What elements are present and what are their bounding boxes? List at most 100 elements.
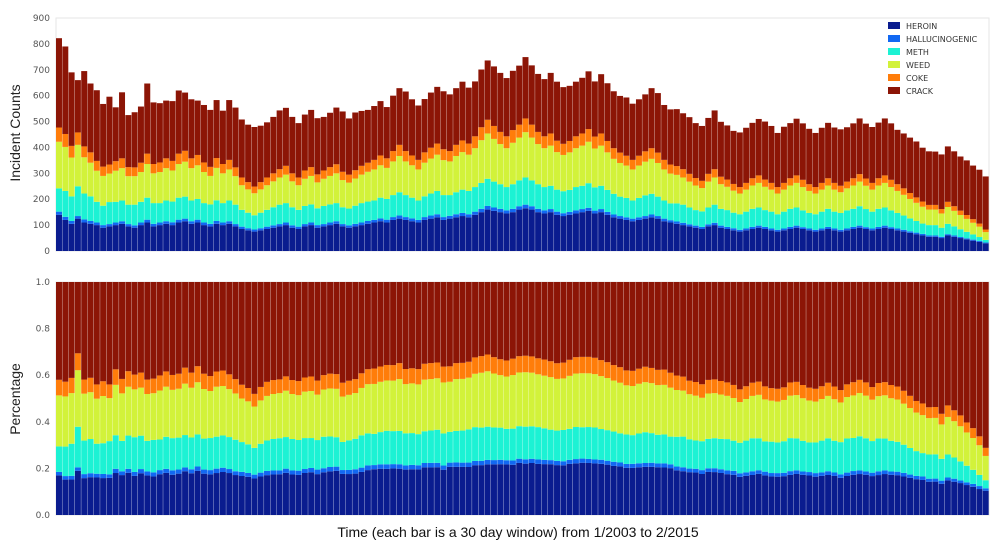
bar-segment-meth xyxy=(711,204,718,223)
bar-segment-pct-heroin xyxy=(119,475,126,515)
bar-segment-pct-hallucinogenic xyxy=(453,462,460,467)
bar-segment-pct-crack xyxy=(459,282,466,363)
bar-segment-pct-hallucinogenic xyxy=(213,468,220,474)
bar-segment-pct-heroin xyxy=(982,490,989,515)
bar-segment-pct-weed xyxy=(301,391,308,439)
bar-segment-weed xyxy=(724,186,731,211)
bar-segment-pct-heroin xyxy=(383,468,390,515)
bar-segment-heroin xyxy=(150,226,157,251)
bar-segment-pct-meth xyxy=(270,438,277,471)
bar-segment-heroin xyxy=(963,239,970,251)
bar-segment-crack xyxy=(591,81,598,137)
bar-segment-crack xyxy=(257,125,264,183)
bar-segment-heroin xyxy=(509,212,516,251)
bar-segment-pct-hallucinogenic xyxy=(598,459,605,464)
bar-segment-coke xyxy=(415,159,422,170)
bar-segment-pct-crack xyxy=(831,282,838,387)
bar-segment-weed xyxy=(925,209,932,226)
bar-segment-heroin xyxy=(453,217,460,251)
bar-segment-pct-coke xyxy=(282,376,289,391)
bar-segment-heroin xyxy=(862,228,869,251)
bar-segment-coke xyxy=(333,164,340,174)
bar-segment-pct-meth xyxy=(654,434,661,464)
bar-segment-pct-hallucinogenic xyxy=(617,462,624,467)
bar-segment-meth xyxy=(137,201,144,223)
bar-segment-meth xyxy=(308,204,315,223)
bar-segment-pct-crack xyxy=(226,282,233,375)
bar-segment-heroin xyxy=(610,217,617,251)
bar-segment-meth xyxy=(881,207,888,226)
bar-segment-heroin xyxy=(780,230,787,251)
bar-segment-heroin xyxy=(907,232,914,251)
bar-segment-pct-weed xyxy=(345,394,352,441)
bar-segment-crack xyxy=(560,87,567,144)
bar-segment-pct-hallucinogenic xyxy=(907,474,914,478)
bar-segment-coke xyxy=(970,219,977,223)
bar-segment-pct-coke xyxy=(888,385,895,399)
bar-segment-crack xyxy=(219,110,226,165)
bar-segment-pct-coke xyxy=(572,357,579,374)
bar-segment-hallucinogenic xyxy=(736,229,743,232)
bar-segment-pct-hallucinogenic xyxy=(68,475,75,480)
bar-segment-pct-crack xyxy=(112,282,119,370)
bar-segment-pct-crack xyxy=(673,282,680,376)
bar-segment-pct-weed xyxy=(245,401,252,445)
bar-segment-pct-crack xyxy=(409,282,416,369)
bar-segment-pct-hallucinogenic xyxy=(125,468,132,473)
bar-segment-pct-coke xyxy=(333,374,340,389)
bar-segment-pct-meth xyxy=(711,438,718,469)
bar-segment-coke xyxy=(509,130,516,143)
bar-segment-pct-heroin xyxy=(93,477,100,515)
bar-segment-pct-weed xyxy=(352,393,359,439)
bar-segment-heroin xyxy=(900,231,907,251)
bar-segment-coke xyxy=(692,177,699,186)
legend-swatch-meth xyxy=(888,48,900,55)
bar-segment-coke xyxy=(844,181,850,189)
bar-segment-pct-crack xyxy=(175,282,182,374)
bar-segment-hallucinogenic xyxy=(957,237,964,239)
bar-segment-pct-crack xyxy=(301,282,308,378)
bar-segment-meth xyxy=(497,184,504,209)
bar-segment-weed xyxy=(251,193,258,216)
chart-top: Incident Counts 010020030040050060070080… xyxy=(7,14,990,257)
bar-segment-weed xyxy=(944,206,951,224)
bar-segment-pct-hallucinogenic xyxy=(743,472,750,476)
bar-segment-pct-hallucinogenic xyxy=(232,471,239,476)
bar-segment-weed xyxy=(213,167,220,201)
bar-segment-weed xyxy=(730,190,737,213)
bar-segment-heroin xyxy=(881,227,888,251)
bar-segment-weed xyxy=(289,181,296,208)
bar-segment-hallucinogenic xyxy=(345,225,352,228)
bar-segment-pct-heroin xyxy=(831,475,838,515)
bar-segment-pct-meth xyxy=(585,427,592,459)
bar-segment-pct-weed xyxy=(762,399,769,442)
bar-segment-pct-meth xyxy=(762,441,769,472)
bar-segment-meth xyxy=(377,197,384,219)
bar-segment-heroin xyxy=(257,230,264,251)
bar-segment-crack xyxy=(768,125,775,183)
bar-segment-pct-weed xyxy=(427,379,434,431)
bar-segment-meth xyxy=(182,196,189,219)
bar-segment-pct-meth xyxy=(238,442,245,472)
bar-segment-hallucinogenic xyxy=(755,225,762,228)
bar-segment-pct-coke xyxy=(755,381,762,395)
bar-segment-pct-coke xyxy=(232,379,239,394)
bar-segment-pct-coke xyxy=(295,381,302,396)
bar-segment-hallucinogenic xyxy=(478,208,485,213)
y-axis-label-counts: Incident Counts xyxy=(7,84,23,181)
bar-segment-heroin xyxy=(774,231,781,251)
bar-segment-pct-coke xyxy=(453,363,460,380)
bar-segment-heroin xyxy=(282,225,289,251)
bar-segment-hallucinogenic xyxy=(207,223,214,227)
bar-segment-weed xyxy=(844,188,850,211)
chart-bottom: Percentage 0.00.20.40.60.81.0 xyxy=(7,278,990,521)
bar-segment-weed xyxy=(648,158,655,194)
bar-segment-pct-weed xyxy=(289,394,296,439)
bar-segment-pct-coke xyxy=(730,384,737,398)
bar-segment-heroin xyxy=(301,226,308,251)
bar-segment-coke xyxy=(686,173,693,182)
bar-segment-meth xyxy=(869,211,876,229)
bar-segment-pct-hallucinogenic xyxy=(119,471,126,476)
bar-segment-pct-weed xyxy=(163,386,170,437)
bar-segment-pct-coke xyxy=(289,380,296,395)
